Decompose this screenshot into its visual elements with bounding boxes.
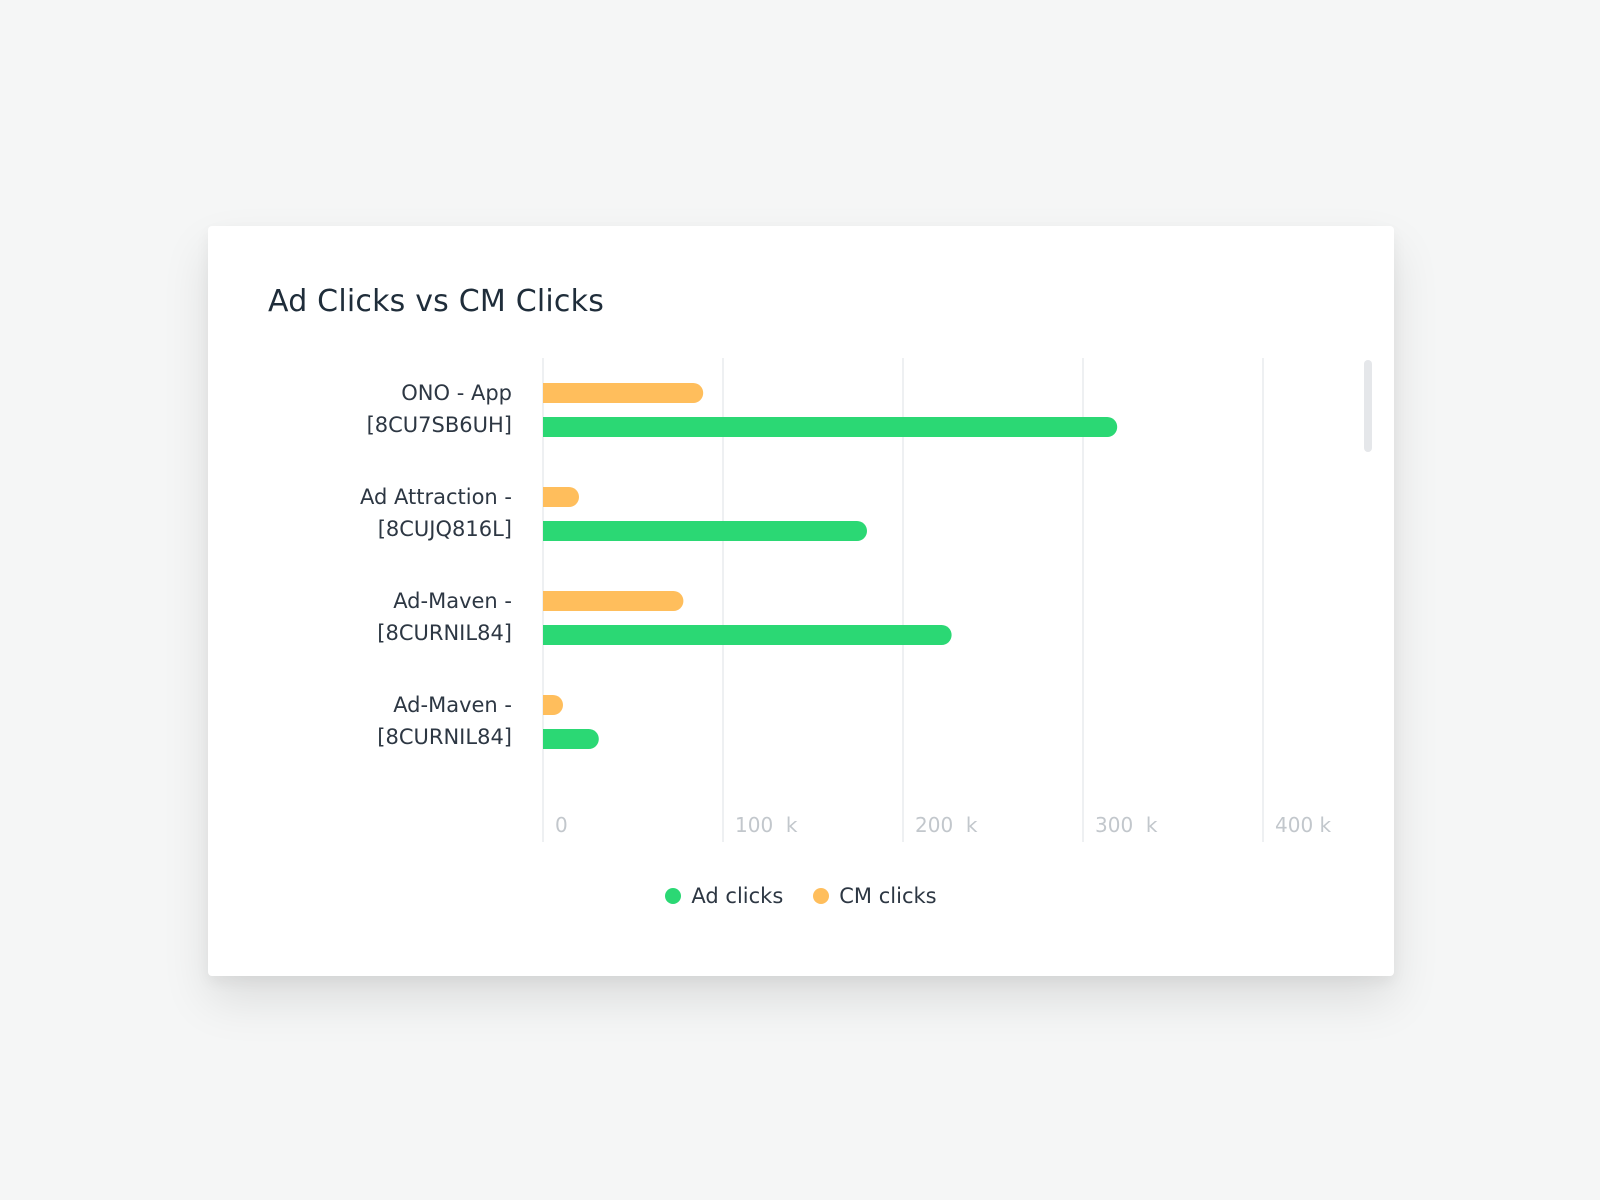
- category-label: Ad Attraction -: [360, 485, 512, 509]
- legend-label-ad-clicks: Ad clicks: [691, 884, 784, 908]
- legend-item-cm-clicks[interactable]: CM clicks: [813, 884, 937, 908]
- chart-legend: Ad clicks CM clicks: [208, 884, 1394, 908]
- category-label: Ad-Maven -: [393, 693, 512, 717]
- bar-ad-clicks-cap: [543, 625, 553, 645]
- x-tick-label: 200 k: [915, 813, 978, 837]
- bar-ad-clicks[interactable]: [543, 729, 599, 749]
- category-label: [8CUJQ816L]: [378, 517, 512, 541]
- legend-dot-cm-clicks: [813, 888, 830, 904]
- category-label: [8CURNIL84]: [377, 621, 512, 645]
- bar-ad-clicks[interactable]: [543, 625, 952, 645]
- chart-card: Ad Clicks vs CM Clicks ONO - App [8CU7SB6…: [208, 226, 1394, 976]
- chart-title: Ad Clicks vs CM Clicks: [268, 284, 605, 319]
- bar-cm-clicks-cap: [543, 695, 553, 715]
- category-labels: ONO - App [8CU7SB6UH] Ad Attraction - [8CUJ…: [360, 381, 512, 749]
- legend-label-cm-clicks: CM clicks: [839, 884, 937, 908]
- category-label: [8CU7SB6UH]: [367, 413, 512, 437]
- x-tick-label: 300 k: [1095, 813, 1158, 837]
- legend-item-ad-clicks[interactable]: Ad clicks: [665, 884, 783, 908]
- x-axis-tick-labels: 0 100 k 200 k 300 k 400 k: [555, 813, 1332, 837]
- x-tick-label: 400 k: [1275, 813, 1332, 837]
- grid-lines: [542, 358, 1264, 842]
- bar-ad-clicks-cap: [543, 521, 553, 541]
- bar-cm-clicks[interactable]: [543, 383, 704, 403]
- bar-ad-clicks[interactable]: [543, 417, 1118, 437]
- bar-ad-clicks[interactable]: [543, 521, 867, 541]
- legend-dot-ad-clicks: [665, 888, 682, 904]
- bar-cm-clicks-cap: [543, 383, 553, 403]
- category-label: [8CURNIL84]: [377, 725, 512, 749]
- bars: [543, 383, 1118, 749]
- bar-ad-clicks-cap: [543, 729, 553, 749]
- bar-ad-clicks-cap: [543, 417, 553, 437]
- x-tick-label: 0: [555, 813, 568, 837]
- bar-cm-clicks-cap: [543, 487, 553, 507]
- x-tick-label: 100 k: [735, 813, 798, 837]
- bar-cm-clicks-cap: [543, 591, 553, 611]
- category-label: ONO - App: [401, 381, 512, 405]
- bar-chart: ONO - App [8CU7SB6UH] Ad Attraction - [8CUJ…: [360, 358, 1332, 842]
- chart-scrollbar[interactable]: [1364, 360, 1372, 452]
- bar-cm-clicks[interactable]: [543, 591, 684, 611]
- category-label: Ad-Maven -: [393, 589, 512, 613]
